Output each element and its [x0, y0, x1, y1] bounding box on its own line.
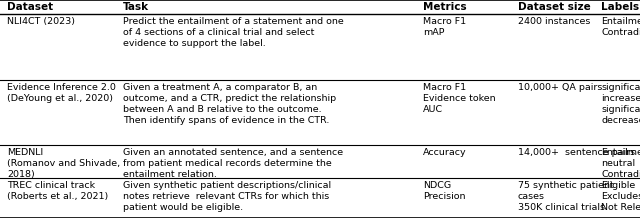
Text: 10,000+ QA pairs: 10,000+ QA pairs — [518, 83, 602, 92]
Text: Macro F1
mAP: Macro F1 mAP — [423, 17, 466, 37]
Text: NDCG
Precision: NDCG Precision — [423, 181, 465, 201]
Text: Given a treatment A, a comparator B, an
outcome, and a CTR, predict the relation: Given a treatment A, a comparator B, an … — [123, 83, 336, 125]
Text: Task: Task — [123, 2, 149, 12]
Text: Dataset: Dataset — [7, 2, 53, 12]
Text: NLI4CT (2023): NLI4CT (2023) — [7, 17, 75, 26]
Text: Metrics: Metrics — [423, 2, 467, 12]
Text: Evidence Inference 2.0
(DeYoung et al., 2020): Evidence Inference 2.0 (DeYoung et al., … — [7, 83, 116, 103]
Text: 14,000+  sentence pairs: 14,000+ sentence pairs — [518, 148, 635, 157]
Text: 2400 instances: 2400 instances — [518, 17, 590, 26]
Text: Dataset size: Dataset size — [518, 2, 591, 12]
Text: 75 synthetic patient
cases
350K clinical trials: 75 synthetic patient cases 350K clinical… — [518, 181, 614, 212]
Text: MEDNLI
(Romanov and Shivade,
2018): MEDNLI (Romanov and Shivade, 2018) — [7, 148, 120, 179]
Text: Labels: Labels — [601, 2, 639, 12]
Text: Entailment
Contradiction: Entailment Contradiction — [601, 17, 640, 37]
Text: significantly
increased
significantly
decreased: significantly increased significantly de… — [601, 83, 640, 125]
Text: Given synthetic patient descriptions/clinical
notes retrieve  relevant CTRs for : Given synthetic patient descriptions/cli… — [123, 181, 331, 212]
Text: Entailment
neutral
Contradiction: Entailment neutral Contradiction — [601, 148, 640, 179]
Text: Predict the entailment of a statement and one
of 4 sections of a clinical trial : Predict the entailment of a statement an… — [123, 17, 344, 48]
Text: Given an annotated sentence, and a sentence
from patient medical records determi: Given an annotated sentence, and a sente… — [123, 148, 343, 179]
Text: Accuracy: Accuracy — [423, 148, 467, 157]
Text: TREC clinical track
(Roberts et al., 2021): TREC clinical track (Roberts et al., 202… — [7, 181, 108, 201]
Text: Macro F1
Evidence token
AUC: Macro F1 Evidence token AUC — [423, 83, 495, 114]
Text: Eligible
Excludes
Not Relevant: Eligible Excludes Not Relevant — [601, 181, 640, 212]
